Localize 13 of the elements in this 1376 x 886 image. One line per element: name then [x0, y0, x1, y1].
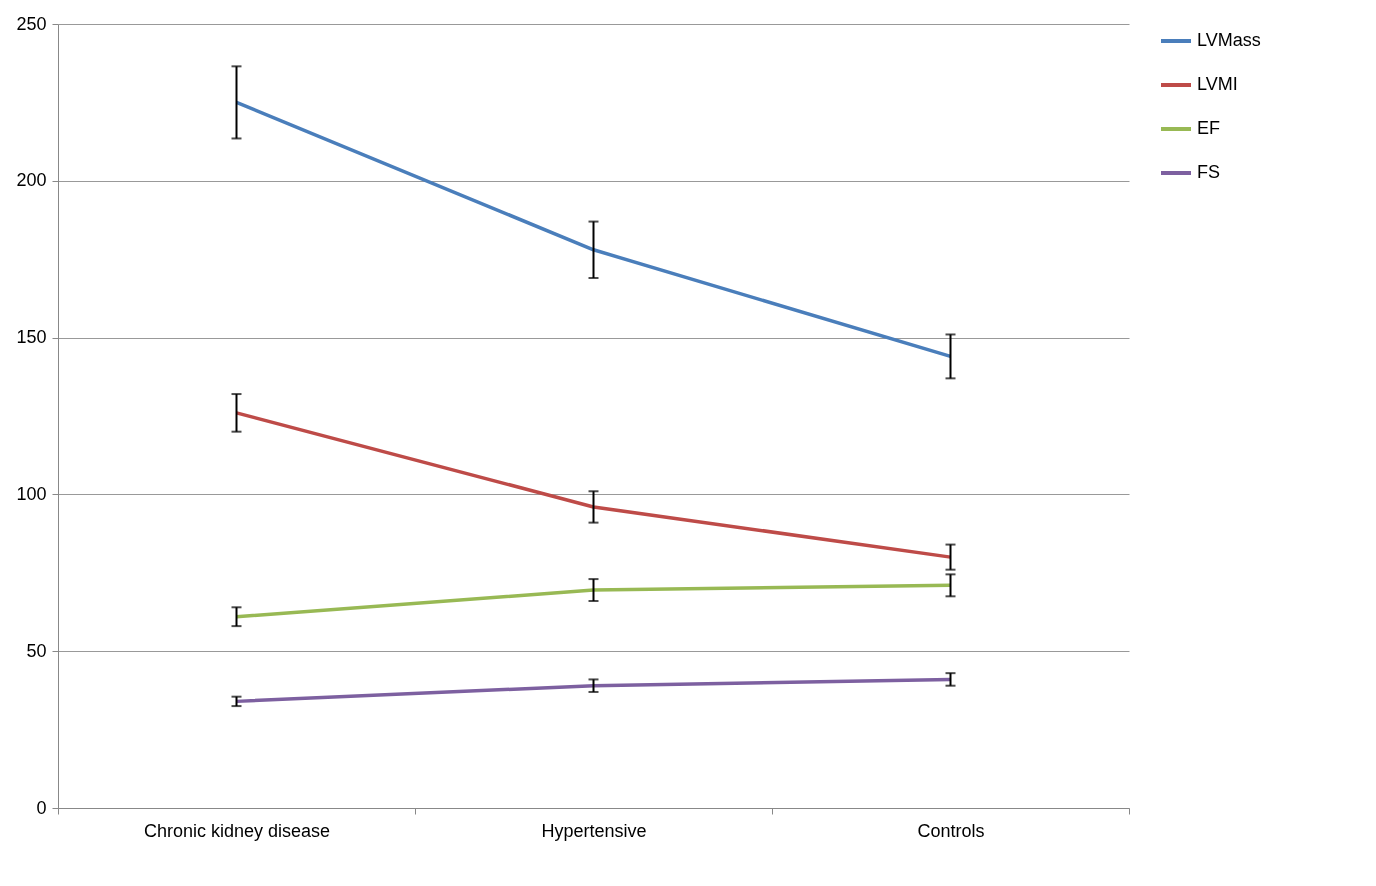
y-tick-label: 200: [16, 170, 47, 191]
legend-label: FS: [1197, 162, 1221, 182]
legend-label: LVMI: [1197, 74, 1238, 94]
legend-label: LVMass: [1197, 30, 1261, 50]
y-tick-label: 250: [16, 13, 47, 34]
x-tick-label: Controls: [917, 820, 985, 841]
y-tick-label: 0: [36, 797, 47, 818]
y-tick-label: 100: [16, 483, 47, 504]
x-tick-label: Hypertensive: [541, 820, 647, 841]
y-tick-label: 50: [26, 640, 47, 661]
y-tick-label: 150: [16, 327, 47, 348]
legend-label: EF: [1197, 118, 1221, 138]
x-tick-label: Chronic kidney disease: [143, 820, 331, 841]
